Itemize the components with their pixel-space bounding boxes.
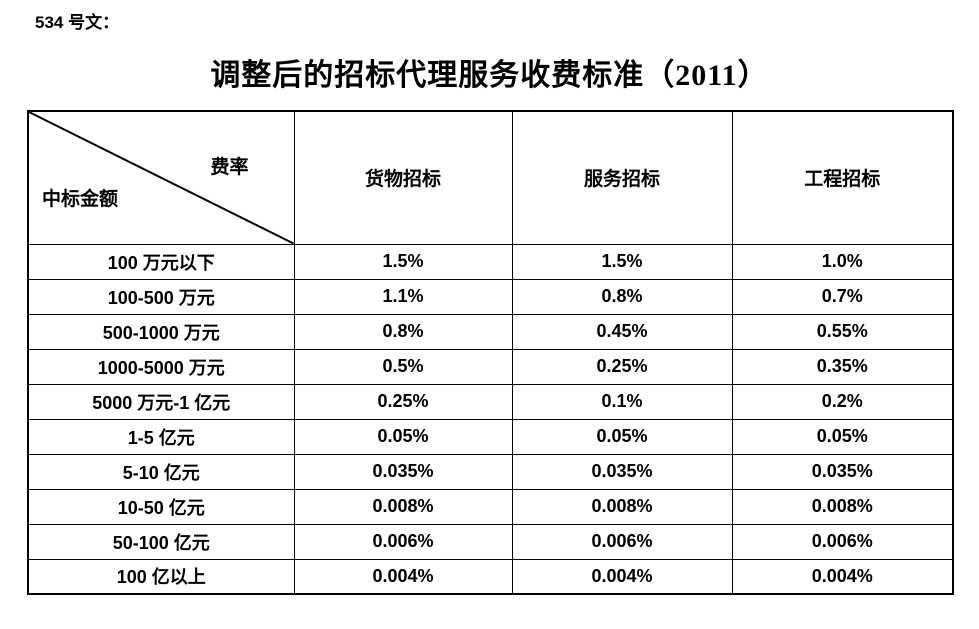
fee-table: 费率 中标金额 货物招标 服务招标 工程招标 100 万元以下 1.5% 1.5% 1… (27, 110, 954, 595)
table-row: 5-10 亿元 0.035% 0.035% 0.035% (27, 453, 954, 490)
fee-cell: 0.05% (731, 418, 954, 455)
fee-cell: 0.2% (731, 383, 954, 420)
row-label: 100 亿以上 (27, 558, 295, 595)
table-header-row: 费率 中标金额 货物招标 服务招标 工程招标 (27, 110, 954, 245)
fee-cell: 1.0% (731, 243, 954, 280)
column-header-service: 服务招标 (511, 110, 733, 245)
column-header-works: 工程招标 (731, 110, 954, 245)
fee-cell: 0.035% (293, 453, 513, 490)
fee-cell: 0.004% (293, 558, 513, 595)
row-label: 100-500 万元 (27, 278, 295, 315)
fee-cell: 0.008% (511, 488, 733, 525)
fee-cell: 1.1% (293, 278, 513, 315)
fee-cell: 0.004% (511, 558, 733, 595)
fee-cell: 0.8% (511, 278, 733, 315)
fee-cell: 0.035% (511, 453, 733, 490)
table-row: 100-500 万元 1.1% 0.8% 0.7% (27, 278, 954, 315)
column-header-goods: 货物招标 (293, 110, 513, 245)
row-label: 100 万元以下 (27, 243, 295, 280)
fee-cell: 0.006% (731, 523, 954, 560)
fee-table-body: 100 万元以下 1.5% 1.5% 1.0% 100-500 万元 1.1% 0.8% 0.… (27, 243, 954, 595)
row-label: 5000 万元-1 亿元 (27, 383, 295, 420)
fee-cell: 0.008% (293, 488, 513, 525)
row-label: 5-10 亿元 (27, 453, 295, 490)
table-row: 100 万元以下 1.5% 1.5% 1.0% (27, 243, 954, 280)
table-row: 1000-5000 万元 0.5% 0.25% 0.35% (27, 348, 954, 385)
corner-label-rate: 费率 (210, 157, 249, 178)
table-row: 5000 万元-1 亿元 0.25% 0.1% 0.2% (27, 383, 954, 420)
corner-cell: 费率 中标金额 (27, 110, 295, 245)
fee-cell: 0.45% (511, 313, 733, 350)
table-row: 10-50 亿元 0.008% 0.008% 0.008% (27, 488, 954, 525)
fee-cell: 0.25% (511, 348, 733, 385)
fee-cell: 1.5% (511, 243, 733, 280)
fee-cell: 0.55% (731, 313, 954, 350)
fee-cell: 0.008% (731, 488, 954, 525)
row-label: 10-50 亿元 (27, 488, 295, 525)
diagonal-divider-line (29, 112, 293, 243)
row-label: 1000-5000 万元 (27, 348, 295, 385)
fee-cell: 0.05% (293, 418, 513, 455)
corner-label-amount: 中标金额 (42, 189, 119, 210)
fee-cell: 0.035% (731, 453, 954, 490)
fee-cell: 0.25% (293, 383, 513, 420)
row-label: 500-1000 万元 (27, 313, 295, 350)
row-label: 1-5 亿元 (27, 418, 295, 455)
page-title: 调整后的招标代理服务收费标准（2011） (210, 59, 769, 92)
fee-cell: 0.05% (511, 418, 733, 455)
fee-cell: 0.004% (731, 558, 954, 595)
fee-cell: 1.5% (293, 243, 513, 280)
fee-cell: 0.006% (293, 523, 513, 560)
table-row: 100 亿以上 0.004% 0.004% 0.004% (27, 558, 954, 595)
fee-cell: 0.35% (731, 348, 954, 385)
fee-cell: 0.006% (511, 523, 733, 560)
table-row: 500-1000 万元 0.8% 0.45% 0.55% (27, 313, 954, 350)
fee-cell: 0.8% (293, 313, 513, 350)
fee-cell: 0.5% (293, 348, 513, 385)
fee-cell: 0.7% (731, 278, 954, 315)
doc-label: 534 号文： (35, 13, 120, 32)
table-row: 50-100 亿元 0.006% 0.006% 0.006% (27, 523, 954, 560)
row-label: 50-100 亿元 (27, 523, 295, 560)
table-row: 1-5 亿元 0.05% 0.05% 0.05% (27, 418, 954, 455)
fee-cell: 0.1% (511, 383, 733, 420)
